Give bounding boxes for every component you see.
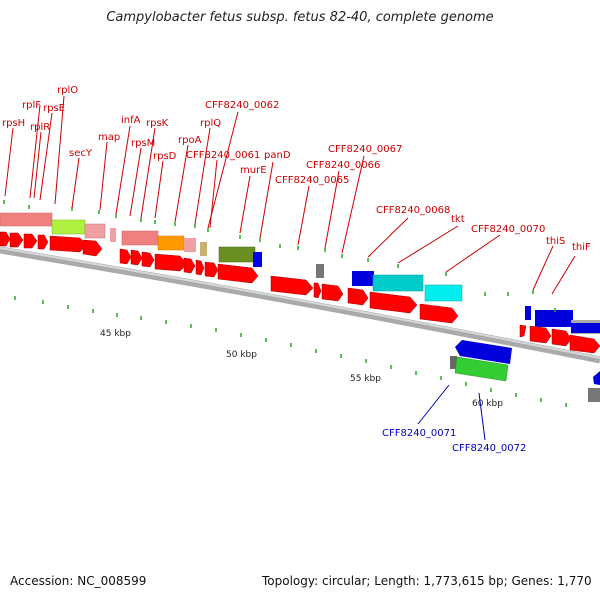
scale-label: 45 kbp <box>100 329 131 339</box>
gene-label: rpsH <box>2 118 25 129</box>
gene-box <box>184 238 196 252</box>
gene-arrow <box>37 234 49 250</box>
feature-track-upper <box>0 212 600 334</box>
gene-box <box>352 271 374 286</box>
gene-label: map <box>98 132 120 143</box>
gene-arrow-reverse <box>593 371 600 385</box>
gene-label: CFF8240_0066 <box>306 160 380 171</box>
gene-labels-top: rplO rpsE rplF rplR rpsH secY map infA r… <box>2 85 591 253</box>
gene-arrow <box>569 334 600 354</box>
gene-box <box>218 246 256 263</box>
gene-arrow <box>119 248 132 265</box>
map-title: Campylobacter fetus subsp. fetus 82-40, … <box>106 10 494 25</box>
gene-box <box>571 323 600 333</box>
gene-label: rpsD <box>153 151 177 162</box>
gene-label: infA <box>121 115 141 126</box>
gene-arrow <box>82 239 103 257</box>
gene-arrow <box>0 231 11 247</box>
gene-box <box>110 228 116 242</box>
gene-label: CFF8240_0065 <box>275 175 349 186</box>
gene-box <box>450 356 457 369</box>
gene-arrow <box>204 261 219 278</box>
gene-box <box>525 306 531 320</box>
gene-arrow <box>217 263 259 284</box>
gene-label: rpsK <box>146 118 169 129</box>
gene-label: rplR <box>30 122 50 133</box>
topology-text: Topology: circular; Length: 1,773,615 bp… <box>262 574 592 588</box>
gene-label: CFF8240_0072 <box>452 443 526 454</box>
gene-box <box>121 230 159 246</box>
gene-box <box>316 264 324 278</box>
gene-box <box>157 235 185 251</box>
gene-arrow <box>347 287 369 306</box>
gene-box <box>588 388 600 402</box>
scale-label: 50 kbp <box>226 350 257 360</box>
gene-arrow <box>154 253 188 272</box>
gene-box <box>454 356 509 382</box>
gene-arrow <box>130 249 143 266</box>
gene-box <box>372 274 424 292</box>
gene-box <box>0 212 53 227</box>
gene-label: rpsE <box>43 103 65 114</box>
gene-arrow <box>419 303 459 324</box>
genome-backbone <box>0 246 600 364</box>
gene-label: thiS <box>546 236 565 247</box>
gene-label: thiF <box>572 242 591 253</box>
gene-arrow <box>529 325 552 344</box>
tick-marks <box>3 200 567 407</box>
gene-arrow <box>519 324 527 338</box>
gene-label: rplQ <box>200 118 221 129</box>
gene-box <box>200 242 207 256</box>
gene-label: rpsM <box>131 138 155 149</box>
gene-box <box>51 219 86 235</box>
gene-arrow-reverse <box>455 340 512 364</box>
gene-arrow <box>9 232 24 248</box>
gene-label: secY <box>69 148 93 159</box>
gene-arrow <box>270 275 314 296</box>
gene-box <box>84 223 106 239</box>
forward-genes <box>0 231 600 354</box>
gene-labels-bottom: CFF8240_0071 CFF8240_0072 <box>382 428 526 454</box>
gene-label: CFF8240_0062 <box>205 100 279 111</box>
gene-arrow <box>23 233 38 249</box>
gene-label: CFF8240_0070 <box>471 224 545 235</box>
gene-label: tkt <box>451 214 465 225</box>
gene-arrow <box>369 291 418 314</box>
gene-label: rplO <box>57 85 78 96</box>
gene-arrow <box>49 235 87 253</box>
scale-label: 60 kbp <box>472 399 503 409</box>
gene-arrow <box>141 251 155 268</box>
scale-label: 55 kbp <box>350 374 381 384</box>
leader-lines <box>4 95 576 441</box>
gene-label: rplF <box>22 100 41 111</box>
gene-arrow <box>321 283 344 302</box>
gene-label: CFF8240_0067 <box>328 144 402 155</box>
feature-track-lower <box>450 340 600 402</box>
gene-arrow <box>183 257 196 274</box>
gene-label: panD <box>264 150 291 161</box>
gene-arrow <box>195 259 205 276</box>
gene-label: CFF8240_0068 <box>376 205 450 216</box>
gene-box <box>535 310 573 327</box>
gene-label: murE <box>240 165 267 176</box>
gene-arrow <box>313 282 322 299</box>
gene-box <box>424 284 463 302</box>
gene-arrow <box>551 328 572 347</box>
gene-box <box>253 252 262 267</box>
gene-label: rpoA <box>178 135 202 146</box>
gene-label: CFF8240_0061 <box>186 150 260 161</box>
accession-text: Accession: NC_008599 <box>10 574 147 588</box>
gene-label: CFF8240_0071 <box>382 428 456 439</box>
scale-labels: 45 kbp 50 kbp 55 kbp 60 kbp <box>100 329 503 409</box>
